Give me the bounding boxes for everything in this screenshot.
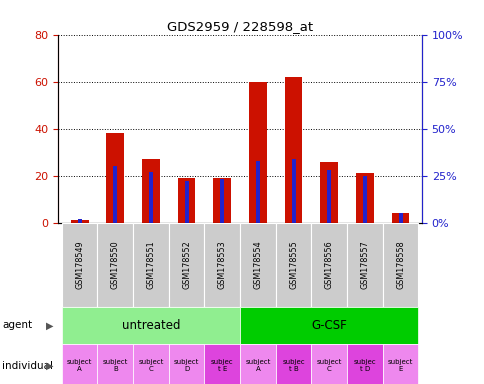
Bar [347,344,382,384]
Bar [291,159,295,223]
Bar [398,214,402,223]
Bar [284,77,302,223]
Bar [240,307,418,344]
Bar [168,223,204,307]
Text: GSM178556: GSM178556 [324,241,333,289]
Bar [319,162,337,223]
Bar [275,344,311,384]
Text: subjec
t B: subjec t B [282,359,304,372]
Text: untreated: untreated [121,319,180,332]
Text: subject
A: subject A [67,359,92,372]
Text: ▶: ▶ [46,320,53,331]
Bar [97,344,133,384]
Text: subject
A: subject A [245,359,270,372]
Bar [77,219,81,223]
Bar [311,223,347,307]
Bar [106,133,124,223]
Bar [97,223,133,307]
Text: ▶: ▶ [46,361,53,371]
Bar [61,223,97,307]
Text: subjec
t E: subjec t E [211,359,233,372]
Bar [382,344,418,384]
Bar [71,220,88,223]
Text: subject
C: subject C [316,359,341,372]
Bar [240,223,275,307]
Bar [213,178,231,223]
Text: GSM178550: GSM178550 [110,241,120,289]
Bar [61,344,97,384]
Bar [184,181,188,223]
Bar [311,344,347,384]
Text: individual: individual [2,361,53,371]
Bar [61,307,240,344]
Bar [168,344,204,384]
Bar [240,344,275,384]
Bar [142,159,160,223]
Bar [256,161,259,223]
Bar [382,223,418,307]
Bar [149,172,152,223]
Text: GSM178555: GSM178555 [288,241,298,289]
Text: agent: agent [2,320,32,331]
Bar [248,82,266,223]
Text: GSM178552: GSM178552 [182,241,191,289]
Bar [362,176,366,223]
Bar [133,344,168,384]
Bar [275,223,311,307]
Bar [327,170,331,223]
Text: subject
E: subject E [387,359,412,372]
Bar [347,223,382,307]
Text: GSM178554: GSM178554 [253,241,262,289]
Bar [220,179,224,223]
Text: GSM178557: GSM178557 [360,241,369,289]
Text: GSM178549: GSM178549 [75,241,84,289]
Text: subject
D: subject D [174,359,199,372]
Bar [391,214,408,223]
Bar [113,166,117,223]
Bar [204,223,240,307]
Text: GSM178553: GSM178553 [217,241,227,289]
Text: G-CSF: G-CSF [311,319,347,332]
Text: subject
B: subject B [102,359,128,372]
Bar [355,173,373,223]
Text: GSM178551: GSM178551 [146,241,155,289]
Text: subjec
t D: subjec t D [353,359,376,372]
Text: subject
C: subject C [138,359,163,372]
Bar [133,223,168,307]
Text: GSM178558: GSM178558 [395,241,404,289]
Bar [177,178,195,223]
Title: GDS2959 / 228598_at: GDS2959 / 228598_at [166,20,313,33]
Bar [204,344,240,384]
